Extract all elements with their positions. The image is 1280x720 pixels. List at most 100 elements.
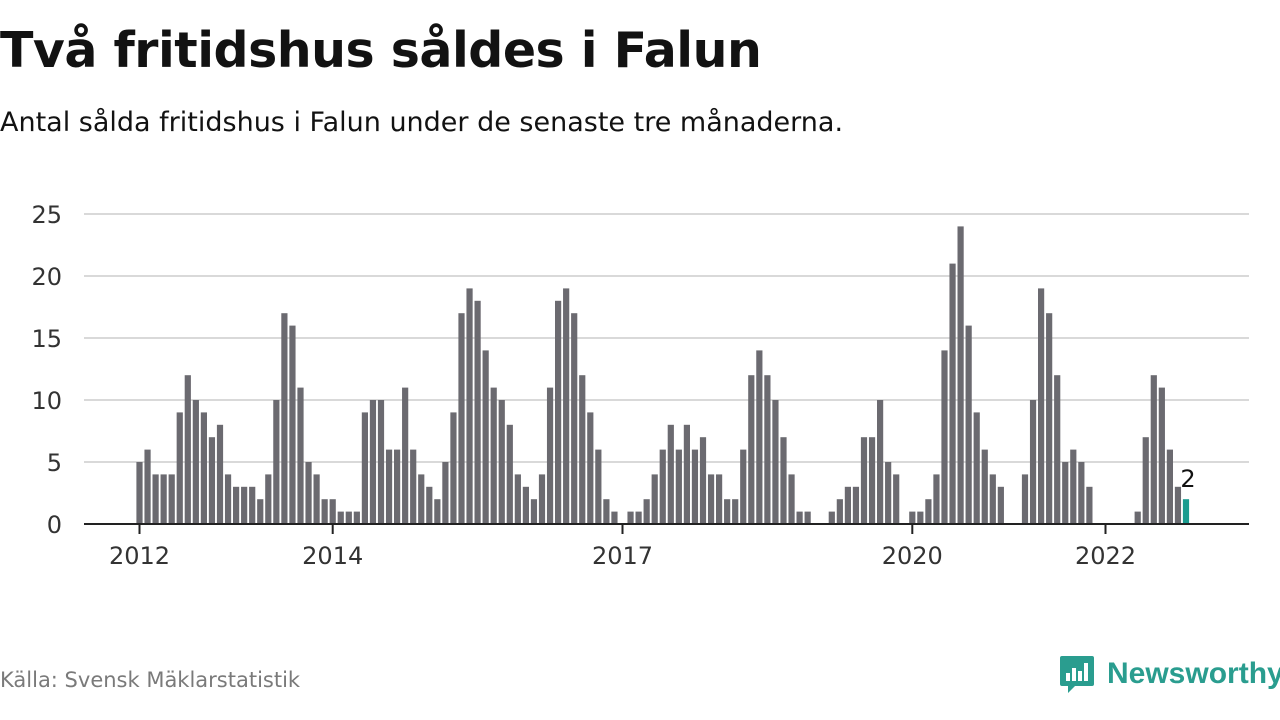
bar bbox=[490, 387, 497, 524]
bar-chart: 0 5 10 15 20 25 2 2012 2014 2017 2020 2022 bbox=[31, 201, 1249, 570]
bar bbox=[361, 412, 368, 524]
bar bbox=[683, 424, 690, 524]
bar bbox=[651, 474, 658, 524]
bar bbox=[305, 462, 312, 524]
bar bbox=[748, 375, 755, 524]
bar bbox=[385, 449, 393, 524]
highlight-data-label: 2 bbox=[1180, 465, 1195, 493]
bar bbox=[571, 313, 578, 524]
bar bbox=[1150, 375, 1157, 524]
newsworthy-logo[interactable]: Newsworthy bbox=[1059, 654, 1280, 694]
bar bbox=[772, 400, 779, 524]
bar bbox=[377, 400, 385, 524]
bar bbox=[289, 325, 296, 524]
bars bbox=[136, 226, 1190, 524]
bar bbox=[893, 474, 900, 524]
bar bbox=[168, 474, 175, 524]
bar bbox=[353, 511, 360, 524]
bar bbox=[997, 486, 1004, 524]
bar bbox=[530, 499, 538, 524]
bar bbox=[506, 424, 513, 524]
bar bbox=[627, 511, 634, 524]
bar bbox=[555, 300, 562, 524]
bar bbox=[281, 313, 288, 524]
bar bbox=[241, 486, 248, 524]
bar bbox=[925, 499, 932, 524]
bar bbox=[957, 226, 964, 524]
bar bbox=[828, 511, 835, 524]
bar bbox=[144, 449, 151, 524]
bar bbox=[369, 400, 377, 524]
bar bbox=[941, 350, 948, 524]
x-tick-label: 2014 bbox=[302, 542, 363, 570]
bar bbox=[257, 499, 264, 524]
bar bbox=[538, 474, 546, 524]
bar bbox=[844, 486, 851, 524]
bar bbox=[691, 449, 699, 524]
bar bbox=[1046, 313, 1053, 524]
bar bbox=[1038, 288, 1045, 524]
bar bbox=[458, 313, 465, 524]
axes: 0 5 10 15 20 25 2 2012 2014 2017 2020 2022 bbox=[31, 201, 1249, 570]
bar bbox=[233, 486, 240, 524]
bar bbox=[313, 474, 320, 524]
bar bbox=[1078, 462, 1085, 524]
bar bbox=[1062, 462, 1069, 524]
chart-title: Två fritidshus såldes i Falun bbox=[0, 22, 762, 79]
source-note: Källa: Svensk Mäklarstatistik bbox=[0, 668, 301, 692]
bar bbox=[337, 511, 344, 524]
y-tick-label: 20 bbox=[31, 263, 62, 291]
bar bbox=[152, 474, 159, 524]
bar bbox=[474, 300, 481, 524]
y-tick-label: 10 bbox=[31, 387, 62, 415]
bar bbox=[394, 449, 401, 524]
bar bbox=[1142, 437, 1149, 524]
bar bbox=[788, 474, 795, 524]
bar bbox=[184, 375, 191, 524]
bar bbox=[418, 474, 425, 524]
bar bbox=[321, 499, 328, 524]
bar bbox=[965, 325, 972, 524]
y-tick-label: 0 bbox=[47, 511, 62, 539]
bar bbox=[136, 462, 143, 524]
bar bbox=[200, 412, 207, 524]
bar bbox=[611, 511, 618, 524]
bar bbox=[836, 499, 843, 524]
bar bbox=[1054, 375, 1061, 524]
x-tick-label: 2022 bbox=[1075, 542, 1136, 570]
bar bbox=[1021, 474, 1029, 524]
bar bbox=[514, 474, 521, 524]
bar bbox=[973, 412, 980, 524]
bar bbox=[546, 387, 554, 524]
bar bbox=[724, 499, 731, 524]
bar bbox=[216, 424, 224, 524]
bar bbox=[740, 449, 747, 524]
bar bbox=[917, 511, 924, 524]
bar bbox=[410, 449, 417, 524]
y-tick-label: 5 bbox=[47, 449, 62, 477]
bar bbox=[1158, 387, 1165, 524]
bar bbox=[208, 437, 216, 524]
bar bbox=[587, 412, 594, 524]
gridlines bbox=[84, 213, 1249, 463]
x-tick-label: 2017 bbox=[592, 542, 653, 570]
bar bbox=[522, 486, 529, 524]
bar bbox=[1166, 449, 1173, 524]
bar bbox=[643, 499, 650, 524]
bar bbox=[877, 400, 884, 524]
bar bbox=[160, 474, 167, 524]
bar bbox=[909, 511, 916, 524]
bar bbox=[498, 400, 505, 524]
bar bbox=[933, 474, 940, 524]
bar bbox=[450, 412, 457, 524]
bar bbox=[804, 511, 811, 524]
bar bbox=[273, 400, 280, 524]
bar bbox=[265, 474, 272, 524]
bar bbox=[329, 499, 336, 524]
bar bbox=[1086, 486, 1093, 524]
x-tick-label: 2012 bbox=[109, 542, 170, 570]
x-tick-label: 2020 bbox=[882, 542, 943, 570]
bar bbox=[675, 449, 682, 524]
y-tick-label: 15 bbox=[31, 325, 62, 353]
bar bbox=[466, 288, 473, 524]
